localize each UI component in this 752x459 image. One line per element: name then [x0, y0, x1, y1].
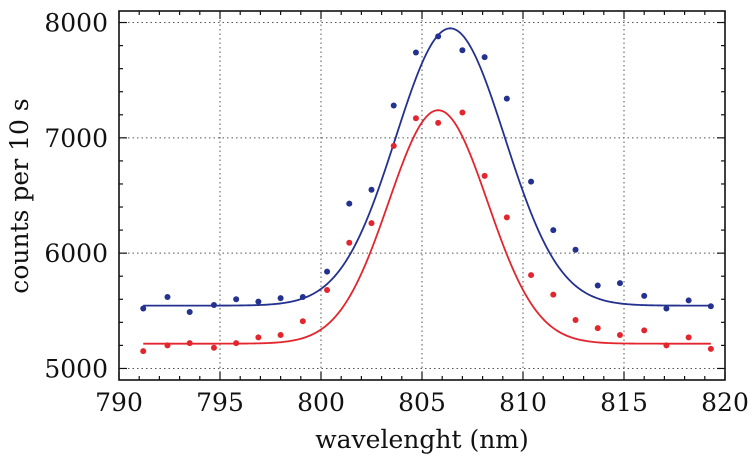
data-point-1 [594, 282, 601, 289]
data-point-2 [210, 344, 217, 351]
data-point-2 [685, 334, 692, 341]
y-axis-label: counts per 10 s [5, 98, 34, 293]
data-point-2 [140, 348, 147, 355]
data-point-2 [255, 334, 262, 341]
data-point-1 [435, 33, 442, 40]
data-point-2 [641, 327, 648, 334]
data-point-1 [503, 95, 510, 102]
data-point-2 [594, 325, 601, 332]
data-point-1 [210, 302, 217, 309]
x-tick-label: 820 [701, 388, 749, 417]
data-point-1 [324, 268, 331, 275]
grid-lines [119, 11, 725, 380]
x-tick-label: 795 [196, 388, 244, 417]
data-point-2 [186, 340, 193, 347]
data-point-1 [412, 49, 419, 56]
data-point-1 [186, 308, 193, 315]
y-tick-labels: 5000 6000 7000 8000 [44, 9, 108, 384]
data-point-1 [528, 178, 535, 185]
data-point-1 [641, 292, 648, 299]
data-point-1 [390, 102, 397, 109]
x-tick-label: 815 [600, 388, 648, 417]
data-point-1 [572, 246, 579, 253]
fit-curve-2 [143, 109, 711, 345]
data-point-1 [550, 227, 557, 234]
data-point-2 [277, 332, 284, 339]
data-point-2 [528, 272, 535, 279]
data-point-1 [255, 298, 262, 305]
data-point-2 [368, 220, 375, 227]
data-point-1 [685, 297, 692, 304]
data-point-2 [616, 332, 623, 339]
data-point-2 [390, 142, 397, 149]
x-tick-label: 805 [398, 388, 446, 417]
data-point-2 [324, 287, 331, 294]
data-point-2 [503, 214, 510, 221]
data-point-2 [481, 172, 488, 179]
data-point-1 [616, 280, 623, 287]
data-point-1 [707, 303, 714, 310]
data-point-2 [346, 239, 353, 246]
data-point-2 [663, 342, 670, 349]
data-point-2 [459, 109, 466, 116]
data-point-2 [164, 342, 171, 349]
data-point-1 [140, 305, 147, 312]
data-point-2 [707, 345, 714, 352]
x-tick-label: 800 [297, 388, 345, 417]
y-tick-label: 8000 [44, 9, 108, 38]
data-point-2 [412, 115, 419, 122]
data-point-2 [299, 318, 306, 325]
x-tick-label: 790 [95, 388, 143, 417]
data-point-1 [233, 296, 240, 303]
data-point-1 [346, 200, 353, 207]
data-point-1 [481, 54, 488, 61]
data-point-2 [435, 119, 442, 126]
y-tick-label: 5000 [44, 354, 108, 383]
data-point-2 [572, 317, 579, 324]
x-tick-labels: 790 795 800 805 810 815 820 [95, 388, 749, 417]
fit-curves [143, 27, 711, 345]
y-tick-label: 7000 [44, 124, 108, 153]
fit-curve-1 [143, 27, 711, 307]
data-point-2 [550, 291, 557, 298]
data-point-1 [277, 295, 284, 302]
axis-ticks [118, 11, 726, 380]
data-point-1 [368, 186, 375, 193]
data-point-1 [663, 305, 670, 312]
data-point-2 [233, 340, 240, 347]
data-point-1 [164, 293, 171, 300]
data-point-1 [459, 47, 466, 54]
x-tick-label: 810 [499, 388, 547, 417]
data-point-1 [299, 293, 306, 300]
y-tick-label: 6000 [44, 239, 108, 268]
data-points [140, 33, 714, 355]
x-axis-label: wavelenght (nm) [315, 425, 529, 454]
